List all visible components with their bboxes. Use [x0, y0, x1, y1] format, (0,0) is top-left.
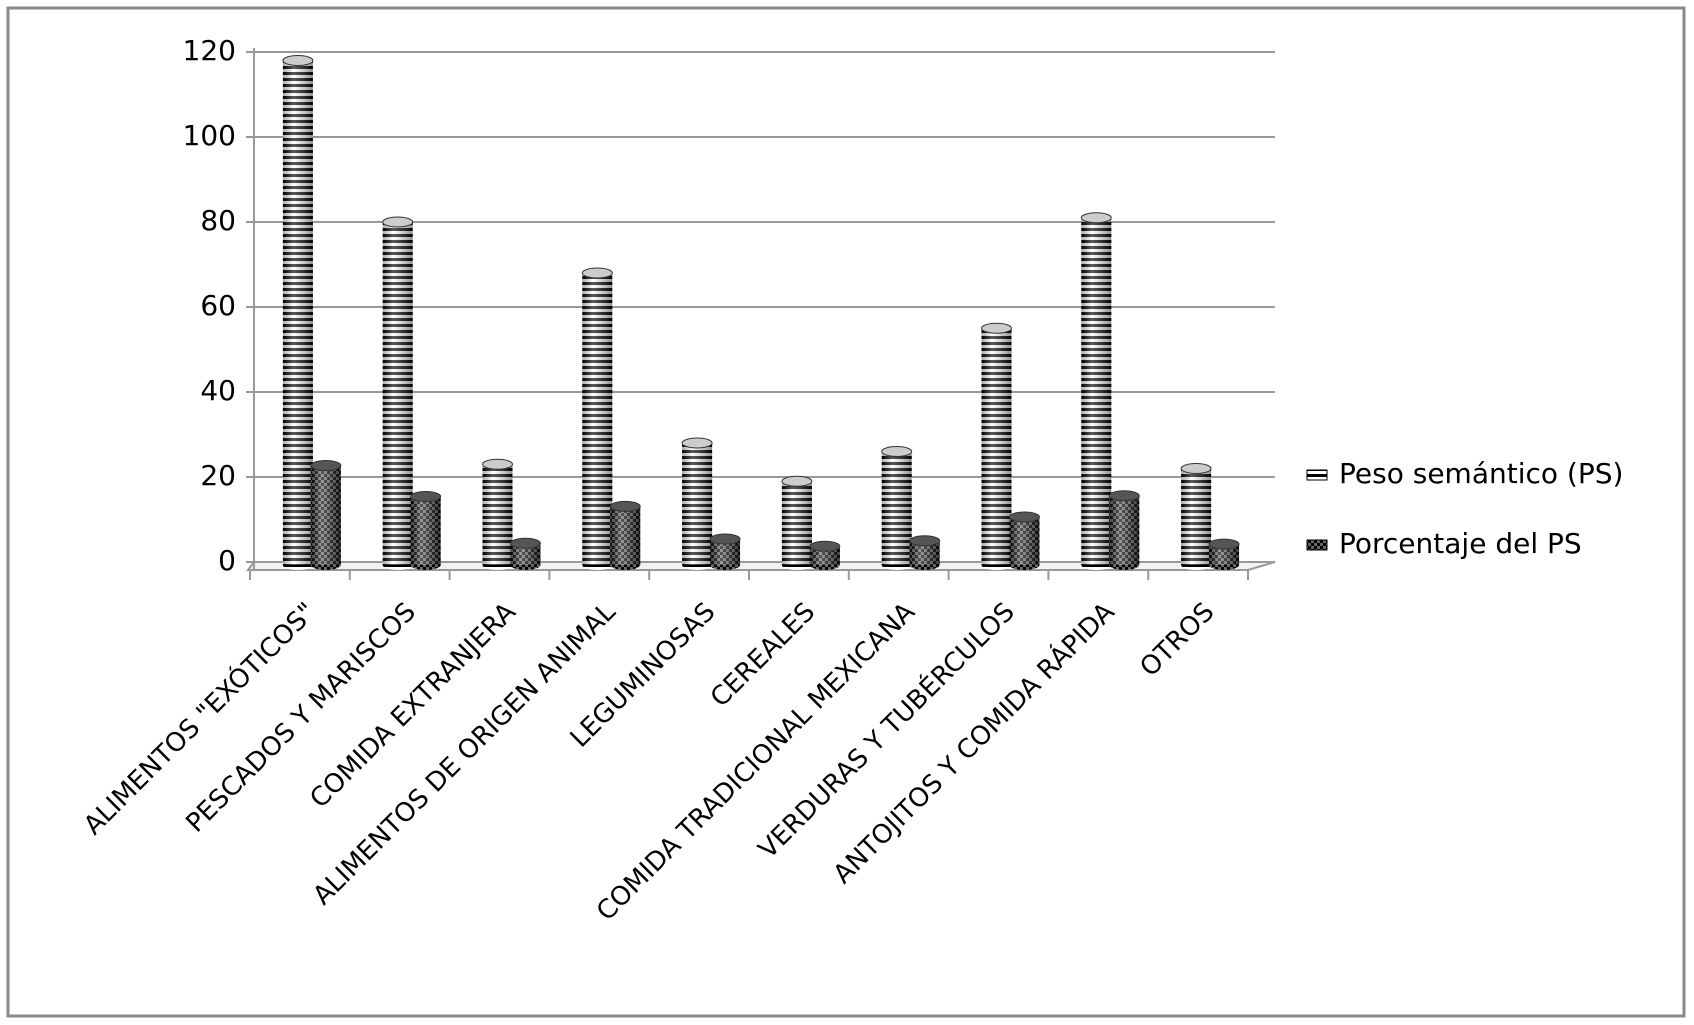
bar-shading — [1009, 516, 1040, 565]
y-tick-label: 100 — [183, 119, 236, 152]
bar-top — [681, 437, 713, 449]
y-tick-label: 120 — [183, 34, 236, 67]
bar-shading — [610, 506, 641, 565]
bar-shading — [1109, 495, 1140, 565]
bar-top — [1180, 463, 1212, 474]
y-tick-label: 80 — [200, 204, 236, 237]
bar-shading — [881, 451, 912, 565]
bar-top — [609, 500, 641, 512]
bar-top — [581, 267, 613, 279]
bar-top — [1080, 212, 1112, 224]
bar-shading — [582, 273, 613, 565]
bar-top — [1108, 490, 1140, 502]
bar-top — [881, 446, 913, 457]
bar-shading — [482, 464, 513, 565]
y-tick-label: 20 — [200, 459, 236, 492]
bar-shading — [981, 328, 1012, 565]
bar-shading — [1081, 217, 1112, 565]
y-tick-label: 0 — [218, 544, 236, 577]
bar-top — [981, 322, 1013, 334]
y-tick-label: 60 — [200, 289, 236, 322]
bar-top — [909, 535, 941, 547]
bar-top — [509, 537, 541, 549]
bar-top — [382, 216, 414, 228]
bar-shading — [282, 60, 313, 565]
bar-top — [410, 491, 442, 503]
bar-shading — [410, 496, 441, 565]
bar-shading — [1181, 468, 1212, 565]
bar-top — [809, 540, 841, 552]
legend-label: Peso semántico (PS) — [1339, 457, 1623, 490]
bar-shading — [1209, 544, 1240, 565]
legend-swatch — [1306, 539, 1328, 551]
bar-shading — [382, 222, 413, 565]
bar-top — [482, 458, 514, 470]
bar-top — [310, 460, 342, 472]
bar-top — [1208, 538, 1240, 550]
y-tick-label: 40 — [200, 374, 236, 407]
bar-shading — [682, 443, 713, 565]
bar-shading — [510, 543, 541, 565]
bar-top — [1008, 511, 1040, 523]
bar-top — [781, 475, 813, 487]
legend-swatch — [1306, 469, 1328, 481]
bar-shading — [781, 481, 812, 565]
bar-top — [282, 55, 314, 66]
bar-shading — [310, 465, 341, 565]
bar-top — [709, 533, 741, 545]
legend-label: Porcentaje del PS — [1339, 527, 1582, 560]
